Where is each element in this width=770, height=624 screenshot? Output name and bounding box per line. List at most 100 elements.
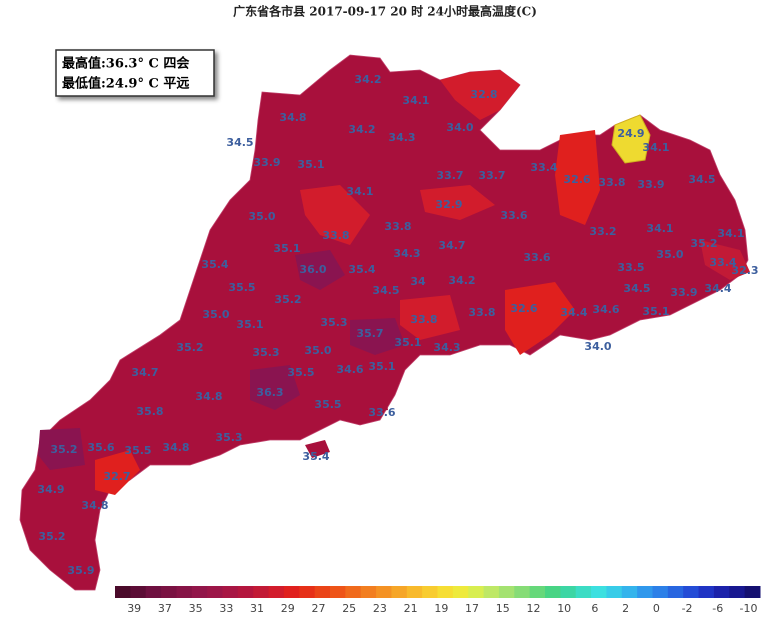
station-label: 35.1 — [273, 242, 300, 255]
station-label: 35.1 — [368, 360, 395, 373]
legend-label: 21 — [404, 602, 418, 615]
station-label: 35.2 — [176, 341, 203, 354]
station-label: 32.6 — [510, 302, 537, 315]
station-label: 35.3 — [215, 431, 242, 444]
station-label: 34.0 — [446, 121, 473, 134]
legend-swatch — [391, 586, 408, 598]
legend-swatch — [191, 586, 208, 598]
legend-label: 6 — [591, 602, 598, 615]
station-label: 34.0 — [584, 340, 611, 353]
station-label: 34 — [410, 275, 426, 288]
station-label: 34.7 — [438, 239, 465, 252]
legend-swatch — [621, 586, 638, 598]
legend-swatch — [652, 586, 669, 598]
station-label: 35.5 — [287, 366, 314, 379]
title: 广东省各市县 2017-09-17 20 时 24小时最高温度(C) — [233, 4, 537, 19]
legend-swatch — [545, 586, 561, 598]
station-label: 35.3 — [320, 316, 347, 329]
legend-swatch — [330, 586, 346, 598]
legend-label: 10 — [557, 602, 571, 615]
legend-swatch — [406, 586, 423, 598]
station-label: 24.9 — [617, 127, 644, 140]
legend-swatch — [314, 586, 331, 598]
station-label: 33.9 — [637, 178, 664, 191]
station-label: 34.7 — [131, 366, 158, 379]
station-label: 34.5 — [623, 282, 650, 295]
station-label: 35.5 — [314, 398, 341, 411]
station-label: 35.4 — [302, 450, 329, 463]
station-label: 35.4 — [201, 258, 228, 271]
legend-swatch — [560, 586, 577, 598]
legend-swatch — [683, 586, 700, 598]
station-label: 33.4 — [530, 161, 557, 174]
legend-swatch — [468, 586, 485, 598]
station-label: 34.2 — [354, 73, 381, 86]
station-label: 33.2 — [589, 225, 616, 238]
legend-label: 15 — [496, 602, 510, 615]
station-label: 34.1 — [402, 94, 429, 107]
station-label: 34.3 — [433, 341, 460, 354]
legend-swatch — [744, 586, 761, 598]
station-label: 33.8 — [598, 176, 625, 189]
legend-swatch — [667, 586, 684, 598]
station-label: 33.5 — [617, 261, 644, 274]
station-label: 36.0 — [299, 263, 326, 276]
station-label: 34.5 — [688, 173, 715, 186]
legend-label: 19 — [434, 602, 448, 615]
station-label: 33.8 — [384, 220, 411, 233]
station-label: 35.1 — [642, 305, 669, 318]
legend-label: 37 — [158, 602, 172, 615]
legend-swatch — [483, 586, 500, 598]
legend-label: -10 — [739, 602, 757, 615]
station-label: 35.1 — [236, 318, 263, 331]
legend-swatch — [606, 586, 623, 598]
legend-swatch — [268, 586, 285, 598]
legend-swatch — [713, 586, 730, 598]
max-value: 最高值:36.3° C 四会 — [62, 56, 190, 72]
legend-label: 39 — [127, 602, 141, 615]
station-label: 35.0 — [202, 308, 229, 321]
region-patches — [38, 70, 750, 495]
station-label: 34.5 — [372, 284, 399, 297]
station-label: 34.2 — [448, 274, 475, 287]
station-label: 35.9 — [67, 564, 94, 577]
legend-swatch — [360, 586, 377, 598]
station-label: 34.1 — [642, 141, 669, 154]
legend-swatch — [591, 586, 607, 598]
station-label: 35.2 — [274, 293, 301, 306]
station-label: 33.8 — [468, 306, 495, 319]
station-label: 34.1 — [346, 185, 373, 198]
station-label: 33.8 — [322, 229, 349, 242]
station-label: 34.9 — [37, 483, 64, 496]
legend-swatch — [115, 586, 131, 598]
legend-swatch — [422, 586, 438, 598]
station-label: 33.7 — [478, 169, 505, 182]
station-label: 34.4 — [704, 282, 731, 295]
station-label: 35.6 — [87, 441, 114, 454]
station-label: 35.0 — [656, 248, 683, 261]
legend-swatch — [176, 586, 193, 598]
station-label: 34.3 — [393, 247, 420, 260]
station-label: 34.1 — [717, 227, 744, 240]
legend-swatch — [437, 586, 454, 598]
legend-swatch — [575, 586, 592, 598]
station-label: 34.6 — [592, 303, 619, 316]
station-label: 35.5 — [228, 281, 255, 294]
station-label: 35.4 — [348, 263, 375, 276]
station-label: 34.3 — [388, 131, 415, 144]
station-label: 33.6 — [523, 251, 550, 264]
legend-swatch — [514, 586, 531, 598]
legend-swatch — [452, 586, 469, 598]
legend-swatch — [376, 586, 392, 598]
station-label: 33.6 — [500, 209, 527, 222]
legend-swatch — [130, 586, 147, 598]
legend-label: 33 — [219, 602, 233, 615]
station-label: 33.4 — [709, 256, 736, 269]
station-label: 33.9 — [670, 286, 697, 299]
legend-swatch — [161, 586, 177, 598]
legend-label: 29 — [281, 602, 295, 615]
info-box: 最高值:36.3° C 四会 最低值:24.9° C 平远 — [55, 49, 215, 97]
station-label: 32.9 — [435, 198, 462, 211]
station-label: 34.5 — [226, 136, 253, 149]
legend-swatch — [529, 586, 546, 598]
